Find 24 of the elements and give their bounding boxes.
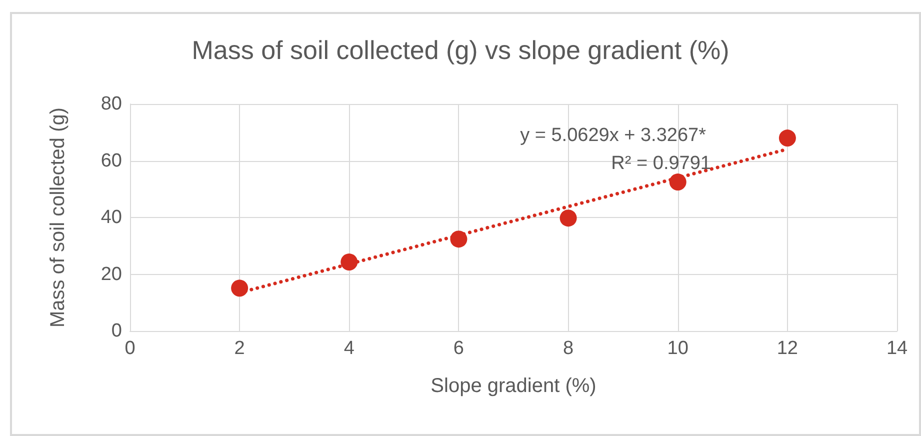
point	[560, 210, 577, 227]
y-axis-title: Mass of soil collected (g)	[47, 107, 69, 328]
annotation: y = 5.0629x + 3.3267*	[520, 125, 707, 146]
y-tick-label: 40	[100, 207, 122, 228]
x-tick-label: 6	[453, 338, 464, 359]
point	[231, 280, 248, 297]
point	[450, 230, 468, 248]
point	[340, 254, 358, 271]
x-tick-label: 8	[562, 338, 574, 359]
y-tick-label: 80	[100, 94, 122, 114]
annotation: R² = 0.9791	[611, 153, 712, 174]
y-tick-label: 60	[100, 150, 122, 172]
x-tick-label: 2	[234, 338, 245, 359]
point	[778, 130, 796, 147]
chart-title: Mass of soil collected (g) vs slope gradient (%)	[192, 35, 730, 65]
x-tick-label: 14	[886, 338, 908, 359]
x-tick-label: 0	[124, 338, 136, 359]
point	[669, 174, 686, 191]
x-tick-label: 4	[344, 338, 355, 359]
y-tick-label: 0	[111, 320, 122, 342]
y-tick-label: 20	[100, 264, 122, 285]
x-tick-label: 10	[667, 338, 688, 359]
x-tick-label: 12	[776, 338, 798, 359]
x-axis-title: Slope gradient (%)	[430, 375, 596, 397]
